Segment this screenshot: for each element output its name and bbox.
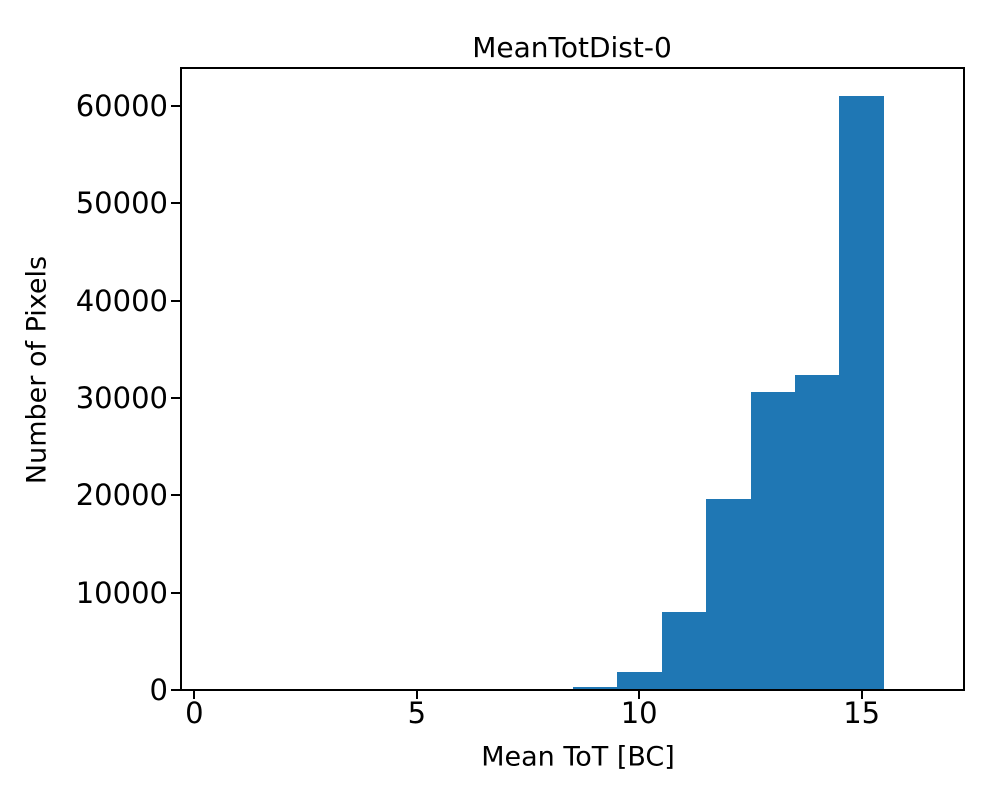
y-tick-label: 20000 [75,478,168,513]
y-axis-label: Number of Pixels [21,255,53,485]
histogram-bar [794,374,840,690]
x-tick-mark [638,690,641,699]
y-tick-mark [171,299,181,302]
y-tick-mark [171,105,181,107]
x-tick-label: 0 [185,696,204,730]
histogram-bar [617,671,662,690]
y-tick-label: 30000 [75,381,168,415]
y-tick-mark [171,397,181,399]
histogram-bar [706,499,751,690]
x-tick-mark [193,690,196,699]
histogram-bar [661,612,706,690]
y-tick-mark [171,494,181,497]
chart-title: MeanTotDist-0 [472,31,672,64]
x-tick-mark [415,690,418,699]
x-tick-label: 5 [407,696,427,730]
x-tick-label: 15 [843,696,881,730]
y-tick-label: 50000 [75,186,168,221]
y-tick-label: 60000 [75,89,168,123]
y-tick-label: 10000 [75,575,168,610]
y-tick-mark [171,591,181,594]
histogram-bar [572,687,617,690]
y-tick-mark [171,689,181,691]
histogram-bar [750,392,795,690]
histogram-bar [839,96,884,690]
y-tick-label: 40000 [75,283,168,318]
x-tick-mark [860,690,863,699]
y-tick-mark [171,202,181,205]
y-tick-label: 0 [149,673,168,707]
x-tick-label: 10 [620,696,658,730]
x-axis-label: Mean ToT [BC] [481,741,675,773]
